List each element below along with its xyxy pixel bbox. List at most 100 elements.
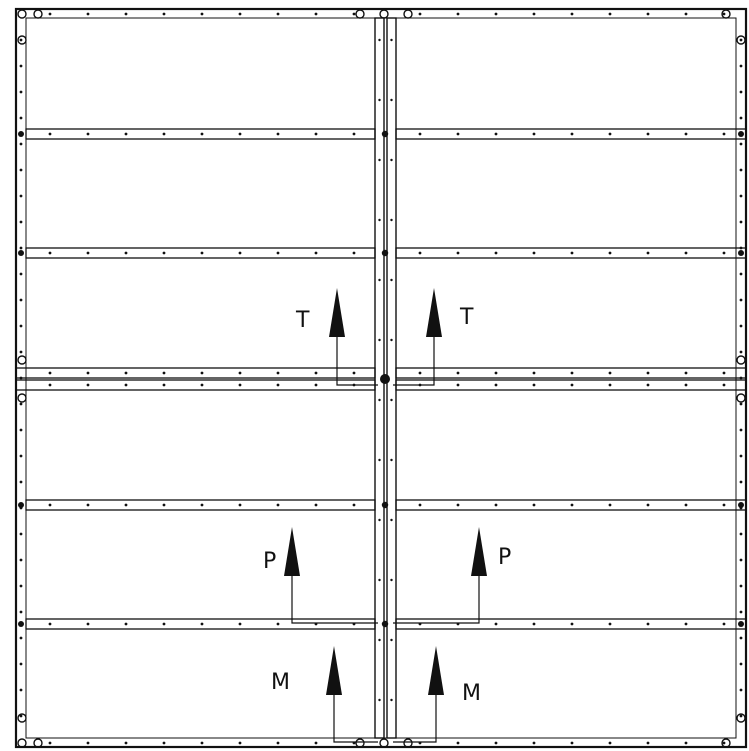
bolt-dot bbox=[390, 218, 393, 222]
bolt-dot bbox=[238, 383, 242, 387]
bolt-dot bbox=[352, 12, 356, 16]
bolt-dot bbox=[19, 402, 23, 406]
bolt-dot bbox=[532, 12, 536, 16]
fitting-icon bbox=[379, 9, 389, 19]
bolt-dot bbox=[48, 383, 52, 387]
bolt-dot bbox=[238, 503, 242, 507]
bolt-dot bbox=[314, 12, 318, 16]
bolt-dot bbox=[200, 371, 204, 375]
bolt-dot bbox=[570, 383, 574, 387]
corner-fittings bbox=[17, 9, 746, 748]
bolt-dot bbox=[739, 662, 743, 666]
bolt-dot bbox=[19, 454, 23, 458]
rail-5 bbox=[25, 618, 747, 630]
bolt-dot bbox=[162, 741, 166, 745]
bolt-dot bbox=[739, 402, 743, 406]
bolt-dot bbox=[162, 132, 166, 136]
bolt-dot bbox=[739, 168, 743, 172]
bolt-dot bbox=[739, 610, 743, 614]
bolt-dot bbox=[570, 12, 574, 16]
bolt-dot bbox=[18, 502, 24, 508]
bolt-dot bbox=[739, 532, 743, 536]
bolt-dot bbox=[48, 741, 52, 745]
bolt-dot bbox=[738, 621, 744, 627]
bolt-dot bbox=[314, 371, 318, 375]
bolt-dot bbox=[86, 371, 90, 375]
bolt-dot bbox=[532, 251, 536, 255]
bolt-dot bbox=[19, 220, 23, 224]
bolt-dot bbox=[739, 220, 743, 224]
bolt-dot bbox=[739, 584, 743, 588]
bolt-dot bbox=[684, 12, 688, 16]
flow-line-top-right bbox=[393, 322, 435, 386]
flow-line-bottom-right bbox=[393, 680, 437, 743]
bolt-dot bbox=[314, 251, 318, 255]
arrow-up-icon bbox=[471, 527, 487, 576]
bolt-dot bbox=[314, 383, 318, 387]
bolt-dot bbox=[19, 584, 23, 588]
bolt-dot bbox=[378, 278, 381, 282]
bolt-dot bbox=[276, 132, 280, 136]
fitting-icon bbox=[736, 713, 746, 723]
bolt-dot bbox=[381, 501, 389, 509]
bolt-dot bbox=[378, 698, 381, 702]
bolt-dot bbox=[18, 250, 24, 256]
bolt-dot bbox=[532, 383, 536, 387]
arrow-up-icon bbox=[329, 288, 345, 337]
bolt-dot bbox=[48, 503, 52, 507]
bolt-dot bbox=[570, 622, 574, 626]
bolt-dot bbox=[200, 12, 204, 16]
bolt-dot bbox=[456, 132, 460, 136]
bolt-dot bbox=[19, 194, 23, 198]
bolt-dot bbox=[19, 350, 23, 354]
bolt-dot bbox=[162, 371, 166, 375]
bolt-dot bbox=[722, 503, 726, 507]
bolt-dot bbox=[48, 622, 52, 626]
bolt-dot bbox=[19, 168, 23, 172]
bolt-dot bbox=[86, 251, 90, 255]
bolt-dot bbox=[378, 338, 381, 342]
bolt-dot bbox=[378, 398, 381, 402]
flow-line-top-left bbox=[336, 322, 378, 386]
fitting-icon bbox=[33, 738, 43, 748]
fitting-icon bbox=[17, 713, 27, 723]
bolt-dot bbox=[19, 480, 23, 484]
label-mid-right: P bbox=[498, 545, 511, 570]
fitting-icon bbox=[17, 35, 27, 45]
bolt-dot bbox=[739, 324, 743, 328]
bolt-dot bbox=[722, 371, 726, 375]
bolt-dot bbox=[570, 132, 574, 136]
bolt-dot bbox=[390, 158, 393, 162]
bolt-dot bbox=[418, 503, 422, 507]
bolt-dot bbox=[18, 621, 24, 627]
bolt-dot bbox=[19, 714, 23, 718]
bolt-dot bbox=[380, 374, 390, 384]
bolt-dot bbox=[314, 741, 318, 745]
bolt-dot bbox=[86, 132, 90, 136]
bolt-dot bbox=[200, 622, 204, 626]
fitting-icon bbox=[17, 393, 27, 403]
bolt-dot bbox=[739, 116, 743, 120]
bolt-dot bbox=[162, 12, 166, 16]
bolt-dot bbox=[124, 741, 128, 745]
bolt-dot bbox=[722, 622, 726, 626]
bolt-dot bbox=[238, 12, 242, 16]
bolt-dot bbox=[314, 132, 318, 136]
bolt-dot bbox=[739, 558, 743, 562]
bolt-dot bbox=[48, 371, 52, 375]
bolt-dot bbox=[494, 132, 498, 136]
bolt-dot bbox=[238, 741, 242, 745]
bolt-dot bbox=[162, 251, 166, 255]
bolt-dot bbox=[19, 636, 23, 640]
bolt-dot bbox=[378, 458, 381, 462]
bolt-dot bbox=[238, 371, 242, 375]
bolt-dot bbox=[19, 376, 23, 380]
bolt-dot bbox=[276, 12, 280, 16]
bolt-dot bbox=[738, 131, 744, 137]
bolt-dot bbox=[238, 251, 242, 255]
bolt-dot bbox=[739, 90, 743, 94]
bolt-dot bbox=[19, 38, 23, 42]
bolt-dot bbox=[738, 502, 744, 508]
bolt-dot bbox=[608, 383, 612, 387]
